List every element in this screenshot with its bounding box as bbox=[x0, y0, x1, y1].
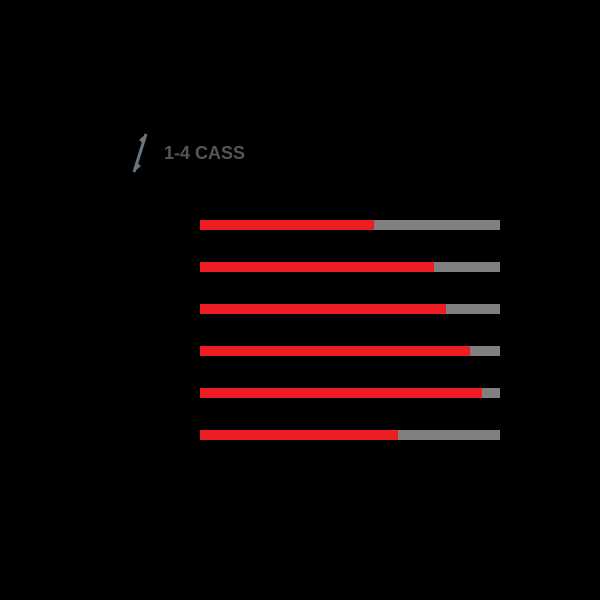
bar-track bbox=[200, 346, 500, 356]
bar-row bbox=[200, 346, 500, 356]
bar-row bbox=[200, 262, 500, 272]
bar-fill bbox=[200, 388, 482, 398]
bar-fill bbox=[200, 430, 398, 440]
bar-row bbox=[200, 430, 500, 440]
chart-header: 1-4 CASS bbox=[130, 130, 245, 176]
bar-remainder bbox=[398, 430, 500, 440]
bar-row bbox=[200, 304, 500, 314]
bar-fill bbox=[200, 346, 470, 356]
bar-remainder bbox=[482, 388, 500, 398]
bar-fill bbox=[200, 262, 434, 272]
bar-track bbox=[200, 430, 500, 440]
bar-track bbox=[200, 304, 500, 314]
bar-row bbox=[200, 220, 500, 230]
bar-remainder bbox=[446, 304, 500, 314]
diagonal-arrow-icon bbox=[130, 130, 150, 176]
bar-list bbox=[200, 220, 500, 472]
chart-title: 1-4 CASS bbox=[164, 143, 245, 164]
bar-remainder bbox=[470, 346, 500, 356]
bar-row bbox=[200, 388, 500, 398]
bar-fill bbox=[200, 220, 374, 230]
bar-remainder bbox=[434, 262, 500, 272]
bar-track bbox=[200, 388, 500, 398]
bar-track bbox=[200, 220, 500, 230]
bar-remainder bbox=[374, 220, 500, 230]
ranking-chart: 1-4 CASS bbox=[0, 0, 600, 600]
bar-fill bbox=[200, 304, 446, 314]
bar-track bbox=[200, 262, 500, 272]
